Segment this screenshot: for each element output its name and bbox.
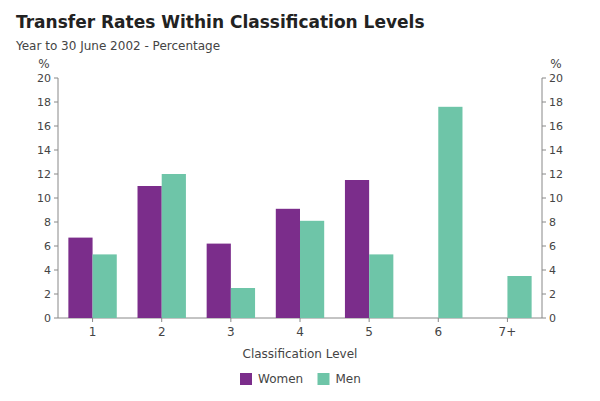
y2-tick — [542, 222, 546, 223]
x-tick-label: 5 — [365, 325, 373, 339]
subtitle: Year to 30 June 2002 - Percentage — [15, 39, 220, 53]
bar — [276, 209, 300, 318]
y2-tick-label: 20 — [549, 72, 563, 85]
legend-swatch — [240, 373, 252, 385]
y2-tick-label: 8 — [549, 216, 556, 229]
bar — [483, 318, 507, 319]
y-tick — [54, 318, 58, 319]
x-tick-label: 2 — [158, 325, 166, 339]
y2-tick-label: 16 — [549, 120, 563, 133]
y-tick — [54, 270, 58, 271]
y2-tick-label: 18 — [549, 96, 563, 109]
y-tick — [54, 222, 58, 223]
y-tick-label: 4 — [44, 264, 51, 277]
x-tick — [369, 318, 370, 322]
y-tick-label: 14 — [37, 144, 51, 157]
bar — [300, 221, 324, 318]
y-tick-label: 2 — [44, 288, 51, 301]
legend-swatch — [318, 373, 330, 385]
x-tick-label: 1 — [89, 325, 97, 339]
y-tick — [54, 174, 58, 175]
y-tick — [54, 198, 58, 199]
y-tick — [54, 246, 58, 247]
y2-tick-label: 4 — [549, 264, 556, 277]
y-tick — [54, 294, 58, 295]
x-tick-label: 7+ — [499, 325, 517, 339]
bar — [438, 107, 462, 318]
x-tick-label: 3 — [227, 325, 235, 339]
y2-tick-label: 12 — [549, 168, 563, 181]
x-tick — [92, 318, 93, 322]
x-tick-label: 6 — [434, 325, 442, 339]
y2-tick — [542, 270, 546, 271]
y2-tick-label: 10 — [549, 192, 563, 205]
bar — [207, 244, 231, 318]
bar — [231, 288, 255, 318]
y2-tick — [542, 126, 546, 127]
y-tick-label: 6 — [44, 240, 51, 253]
bar — [138, 186, 162, 318]
bar — [345, 180, 369, 318]
y2-tick — [542, 318, 546, 319]
y2-tick — [542, 174, 546, 175]
legend-label: Men — [336, 372, 361, 386]
legend: Women Men — [240, 372, 361, 386]
chart-svg: Transfer Rates Within Classification Lev… — [0, 0, 600, 401]
y-tick — [54, 150, 58, 151]
x-tick — [438, 318, 439, 322]
y-tick — [54, 126, 58, 127]
y-tick — [54, 78, 58, 79]
y2-tick — [542, 78, 546, 79]
y2-tick — [542, 294, 546, 295]
x-axis-label: Classification Level — [243, 347, 358, 361]
bar — [414, 318, 438, 319]
y-axis-label: % — [38, 57, 49, 71]
bars — [68, 107, 531, 318]
x-tick — [161, 318, 162, 322]
x-tick — [507, 318, 508, 322]
y-tick-label: 18 — [37, 96, 51, 109]
y2-tick — [542, 198, 546, 199]
bar — [507, 276, 531, 318]
chart-container: Transfer Rates Within Classification Lev… — [0, 0, 600, 401]
bar — [93, 254, 117, 318]
y-tick — [54, 102, 58, 103]
y2-tick-label: 2 — [549, 288, 556, 301]
y2-tick — [542, 102, 546, 103]
y2-tick-label: 14 — [549, 144, 563, 157]
bar — [68, 238, 92, 318]
bar — [369, 254, 393, 318]
y2-tick — [542, 150, 546, 151]
y-tick-label: 0 — [44, 312, 51, 325]
x-tick — [300, 318, 301, 322]
y-tick-label: 16 — [37, 120, 51, 133]
bar — [162, 174, 186, 318]
y-tick-label: 12 — [37, 168, 51, 181]
y-tick-label: 20 — [37, 72, 51, 85]
x-tick — [230, 318, 231, 322]
y2-tick-label: 6 — [549, 240, 556, 253]
x-tick-label: 4 — [296, 325, 304, 339]
y2-tick-label: 0 — [549, 312, 556, 325]
y-tick-label: 10 — [37, 192, 51, 205]
y2-axis-label: % — [550, 57, 561, 71]
legend-label: Women — [258, 372, 303, 386]
y2-tick — [542, 246, 546, 247]
y-tick-label: 8 — [44, 216, 51, 229]
title: Transfer Rates Within Classification Lev… — [16, 12, 425, 32]
